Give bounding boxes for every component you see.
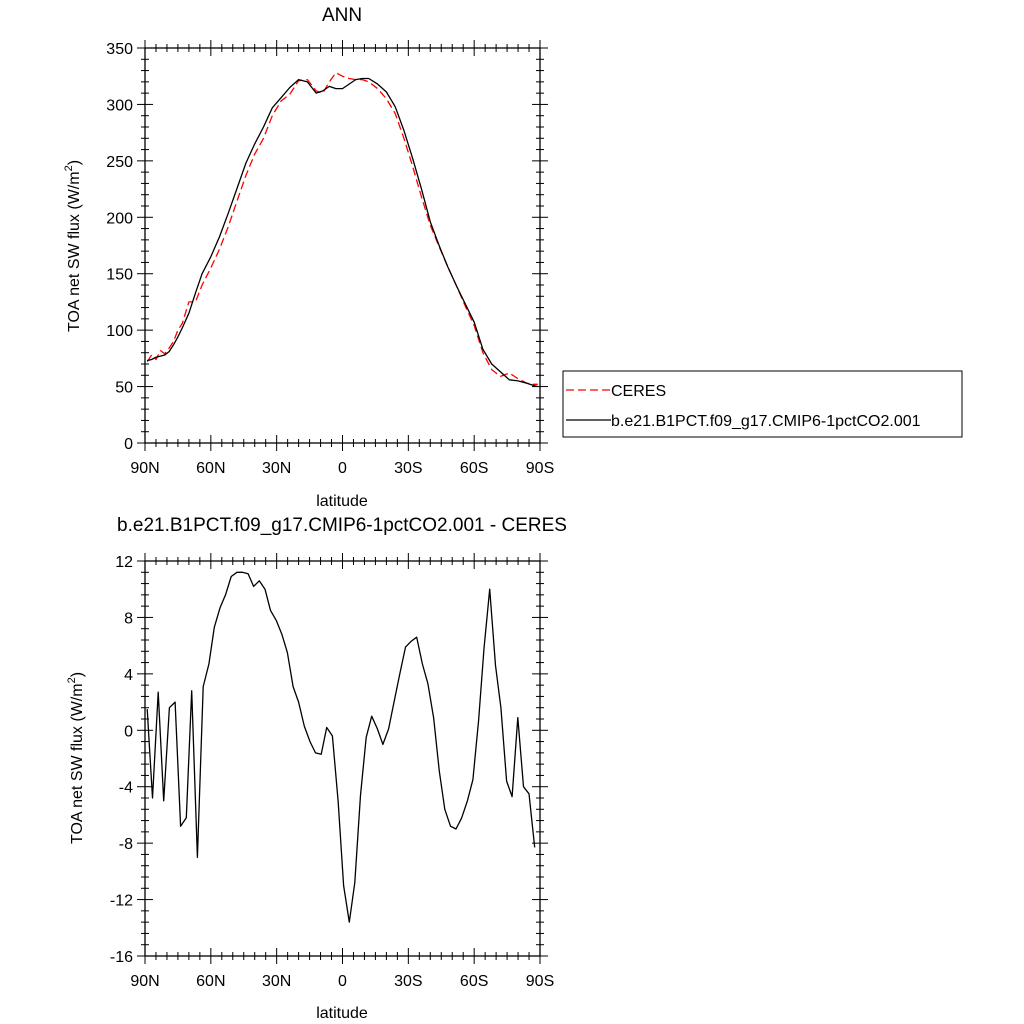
y-tick-label: 50 — [115, 380, 133, 397]
x-tick-label: 30S — [394, 460, 422, 477]
y-tick-label: 4 — [124, 667, 133, 684]
x-tick-label: 30N — [262, 460, 291, 477]
legend-label-model: b.e21.B1PCT.f09_g17.CMIP6-1pctCO2.001 — [611, 413, 921, 430]
difference-series-line — [146, 571, 536, 923]
bottom-chart-series — [146, 571, 536, 923]
legend-box — [562, 370, 963, 438]
x-tick-label: 90N — [130, 460, 159, 477]
top-chart-ylabel-end: ) — [66, 160, 83, 165]
y-tick-label: 150 — [106, 267, 133, 284]
x-tick-label: 90N — [130, 973, 159, 990]
y-tick-label: -12 — [110, 893, 133, 910]
top-chart-ylabel: TOA net SW flux (W/m2) — [63, 160, 83, 332]
y-tick-label: 100 — [106, 323, 133, 340]
legend-label-ceres: CERES — [611, 383, 666, 400]
y-tick-label: 250 — [106, 154, 133, 171]
bottom-chart-ylabel-sup: 2 — [66, 677, 78, 683]
x-tick-label: 90S — [526, 973, 554, 990]
y-tick-label: -4 — [119, 780, 133, 797]
x-tick-label: 0 — [338, 973, 347, 990]
y-tick-label: 0 — [124, 436, 133, 453]
y-tick-label: 350 — [106, 41, 133, 58]
x-tick-label: 60N — [196, 973, 225, 990]
legend: CERES b.e21.B1PCT.f09_g17.CMIP6-1pctCO2.… — [562, 370, 963, 438]
top-chart-title: ANN — [322, 5, 362, 26]
top-chart-ylabel-main: TOA net SW flux (W/m — [66, 171, 83, 332]
bottom-chart: b.e21.B1PCT.f09_g17.CMIP6-1pctCO2.001 - … — [66, 515, 567, 1022]
bottom-chart-xlabel: latitude — [316, 1005, 368, 1022]
model-series-line — [147, 77, 538, 388]
top-chart-axes: 90N 60N 30N 0 30S 60S 90S 0 50 100 150 200 250 300 350 — [106, 40, 554, 477]
x-tick-label: 60N — [196, 460, 225, 477]
top-chart-xlabel: latitude — [316, 493, 368, 510]
x-tick-label: 90S — [526, 460, 554, 477]
y-tick-label: 0 — [124, 723, 133, 740]
bottom-chart-axes: 90N 60N 30N 0 30S 60S 90S -16 -12 -8 -4 0 4 8 12 — [110, 553, 554, 990]
x-tick-label: 30S — [394, 973, 422, 990]
y-tick-label: 200 — [106, 210, 133, 227]
y-tick-label: 8 — [124, 610, 133, 627]
top-chart-ylabel-sup: 2 — [63, 165, 75, 171]
bottom-chart-title: b.e21.B1PCT.f09_g17.CMIP6-1pctCO2.001 - … — [117, 515, 567, 536]
y-tick-label: -16 — [110, 949, 133, 966]
y-tick-label: 12 — [115, 554, 133, 571]
y-tick-label: -8 — [119, 836, 133, 853]
x-tick-label: 60S — [460, 973, 488, 990]
x-tick-label: 60S — [460, 460, 488, 477]
x-tick-label: 30N — [262, 973, 291, 990]
y-tick-label: 300 — [106, 97, 133, 114]
bottom-chart-ylabel-main: TOA net SW flux (W/m — [69, 683, 86, 844]
top-chart-series — [146, 72, 538, 388]
x-tick-label: 0 — [338, 460, 347, 477]
top-chart: ANN 90N 60N 30N 0 30S 60S 90S 0 50 100 150 200 250 30… — [63, 5, 554, 510]
bottom-chart-ylabel: TOA net SW flux (W/m2) — [66, 672, 86, 844]
bottom-chart-ylabel-end: ) — [69, 672, 86, 677]
